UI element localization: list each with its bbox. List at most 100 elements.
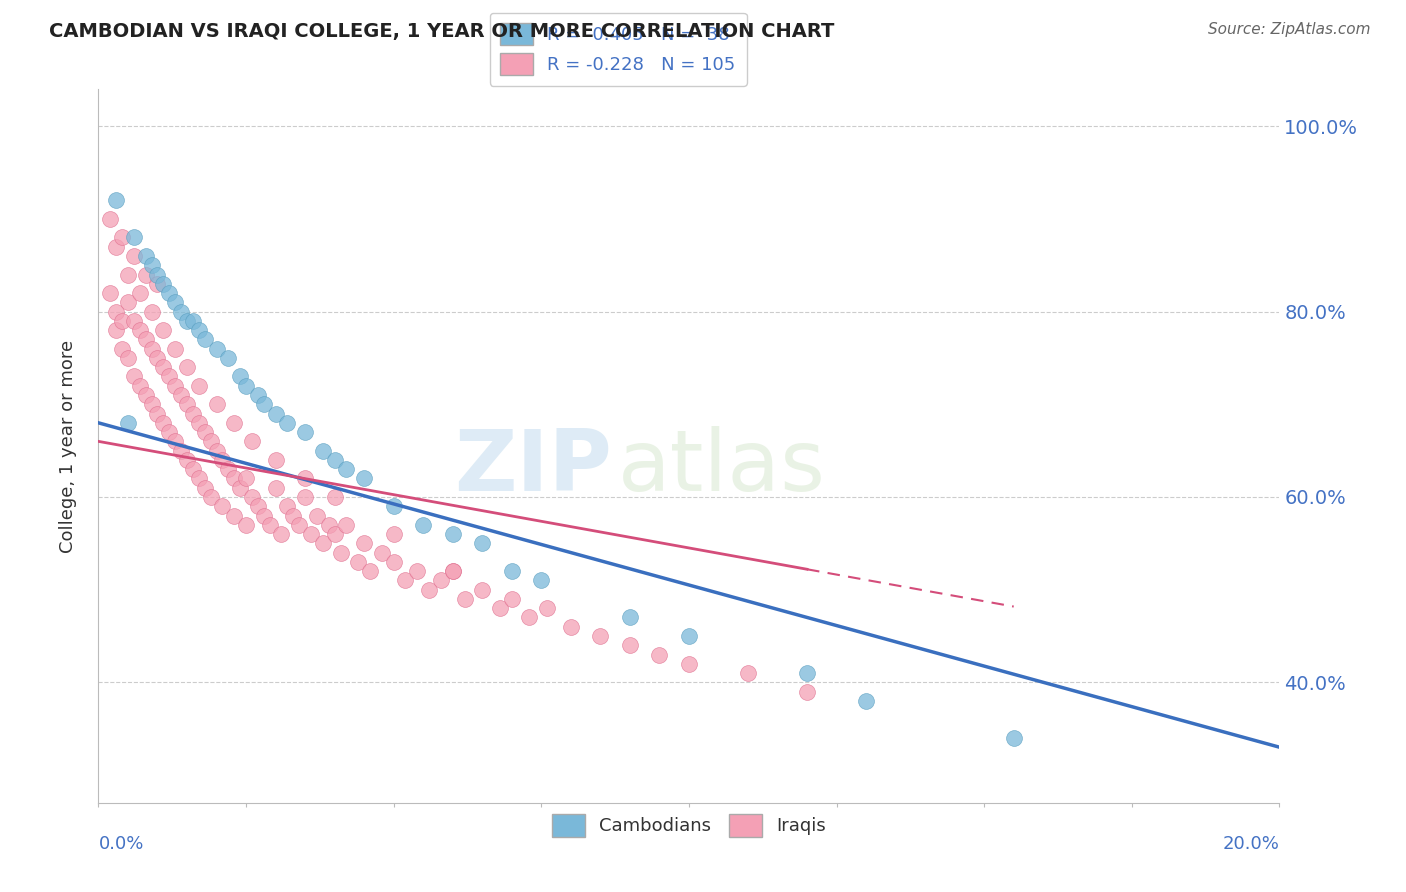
Point xyxy=(796,684,818,698)
Point xyxy=(181,407,204,421)
Point xyxy=(187,416,209,430)
Point xyxy=(176,397,198,411)
Point xyxy=(157,369,180,384)
Point xyxy=(205,443,228,458)
Point xyxy=(501,564,523,578)
Point xyxy=(536,601,558,615)
Point xyxy=(211,500,233,514)
Point xyxy=(318,517,340,532)
Point xyxy=(229,481,252,495)
Legend: Cambodians, Iraqis: Cambodians, Iraqis xyxy=(546,807,832,844)
Point xyxy=(117,268,139,282)
Point xyxy=(135,388,157,402)
Point xyxy=(135,249,157,263)
Point xyxy=(122,369,145,384)
Point xyxy=(170,388,193,402)
Point xyxy=(619,610,641,624)
Point xyxy=(135,333,157,347)
Point xyxy=(152,416,174,430)
Point xyxy=(347,555,370,569)
Point xyxy=(141,304,163,318)
Point xyxy=(441,564,464,578)
Point xyxy=(122,230,145,244)
Point xyxy=(194,481,217,495)
Text: ZIP: ZIP xyxy=(454,425,612,509)
Point xyxy=(489,601,512,615)
Point xyxy=(141,258,163,272)
Point xyxy=(170,443,193,458)
Point xyxy=(335,517,357,532)
Point xyxy=(471,582,494,597)
Point xyxy=(737,666,759,681)
Point xyxy=(294,490,316,504)
Point xyxy=(294,471,316,485)
Y-axis label: College, 1 year or more: College, 1 year or more xyxy=(59,340,77,552)
Point xyxy=(229,369,252,384)
Point xyxy=(165,434,187,449)
Point xyxy=(855,694,877,708)
Point xyxy=(394,574,416,588)
Point xyxy=(329,545,352,559)
Point xyxy=(146,351,169,365)
Point xyxy=(217,462,239,476)
Point xyxy=(253,397,276,411)
Point xyxy=(264,407,287,421)
Point xyxy=(146,268,169,282)
Point xyxy=(98,211,121,226)
Point xyxy=(312,443,335,458)
Point xyxy=(146,407,169,421)
Point xyxy=(205,397,228,411)
Point xyxy=(217,351,239,365)
Text: 20.0%: 20.0% xyxy=(1223,835,1279,854)
Point xyxy=(796,666,818,681)
Point xyxy=(299,527,322,541)
Point xyxy=(181,462,204,476)
Point xyxy=(335,462,357,476)
Point xyxy=(246,500,269,514)
Point xyxy=(288,517,311,532)
Point xyxy=(382,500,405,514)
Point xyxy=(371,545,394,559)
Point xyxy=(312,536,335,550)
Point xyxy=(181,314,204,328)
Point xyxy=(253,508,276,523)
Point xyxy=(530,574,553,588)
Point xyxy=(200,434,222,449)
Point xyxy=(323,527,346,541)
Point xyxy=(128,286,150,301)
Point xyxy=(406,564,429,578)
Point xyxy=(122,249,145,263)
Point xyxy=(270,527,292,541)
Point xyxy=(283,508,305,523)
Point xyxy=(1002,731,1025,745)
Point xyxy=(187,378,209,392)
Point xyxy=(105,194,128,208)
Text: Source: ZipAtlas.com: Source: ZipAtlas.com xyxy=(1208,22,1371,37)
Point xyxy=(122,314,145,328)
Point xyxy=(152,277,174,291)
Point xyxy=(224,416,246,430)
Point xyxy=(111,230,134,244)
Point xyxy=(560,620,582,634)
Text: 0.0%: 0.0% xyxy=(98,835,143,854)
Point xyxy=(224,471,246,485)
Point xyxy=(501,591,523,606)
Point xyxy=(105,240,128,254)
Point xyxy=(305,508,328,523)
Point xyxy=(453,591,475,606)
Point xyxy=(135,268,157,282)
Point xyxy=(294,425,316,439)
Point xyxy=(152,360,174,375)
Point xyxy=(146,277,169,291)
Point xyxy=(117,351,139,365)
Point xyxy=(353,471,375,485)
Point xyxy=(176,360,198,375)
Point xyxy=(589,629,612,643)
Point xyxy=(412,517,434,532)
Point xyxy=(141,397,163,411)
Point xyxy=(441,527,464,541)
Point xyxy=(117,295,139,310)
Point xyxy=(235,517,257,532)
Point xyxy=(117,416,139,430)
Point xyxy=(187,471,209,485)
